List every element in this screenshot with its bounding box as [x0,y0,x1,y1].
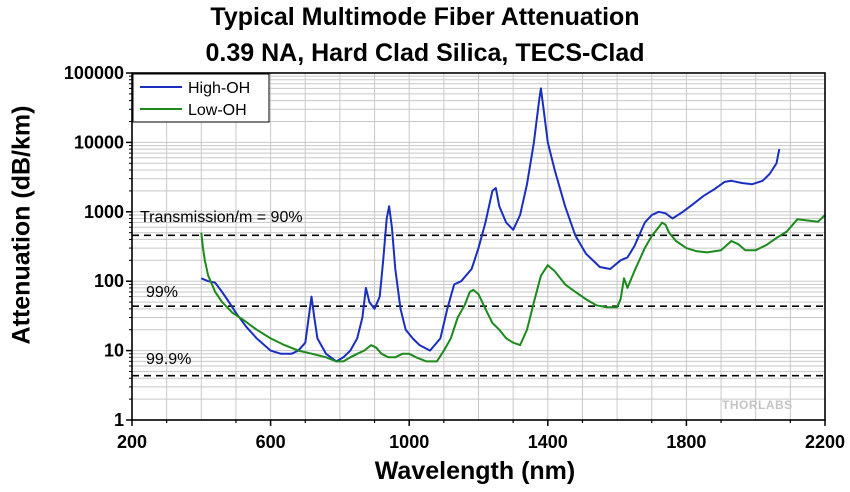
x-tick-label: 1800 [666,432,706,452]
chart-title: Typical Multimode Fiber Attenuation [210,3,640,31]
x-tick-label: 200 [117,432,147,452]
reference-line-label: 99% [146,284,178,301]
watermark: THORLABS [722,398,793,412]
y-tick-label: 100 [94,271,124,291]
y-tick-label: 1 [114,410,124,430]
x-tick-label: 600 [256,432,286,452]
legend-box [132,73,270,123]
reference-line-label: 99.9% [146,351,191,368]
reference-line-label: Transmission/m = 90% [140,209,303,226]
y-tick-label: 1000 [84,202,124,222]
y-tick-label: 10 [104,341,124,361]
y-tick-label: 100000 [64,63,124,83]
x-tick-label: 1000 [389,432,429,452]
series-line-low-oh [200,214,826,363]
axes-frame [131,72,826,421]
legend-label: High-OH [188,80,250,97]
legend-label: Low-OH [188,102,247,119]
x-tick-label: 2200 [805,432,845,452]
series-line-high-oh [200,87,781,363]
x-axis-label: Wavelength (nm) [374,457,576,485]
x-tick-label: 1400 [528,432,568,452]
y-tick-label: 10000 [74,132,124,152]
chart-subtitle: 0.39 NA, Hard Clad Silica, TECS-Clad [205,39,645,67]
